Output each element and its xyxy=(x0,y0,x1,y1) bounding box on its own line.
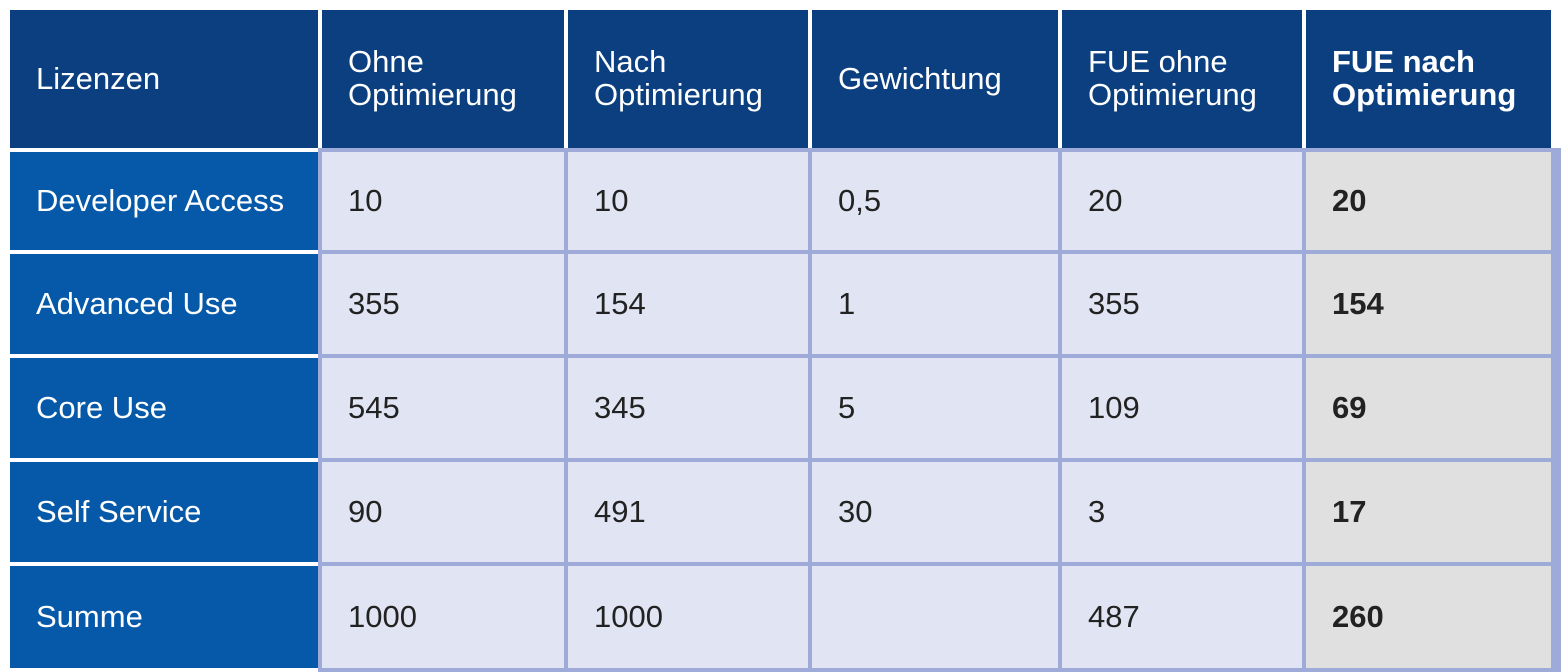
data-cell: 3 xyxy=(1062,462,1302,562)
cell-text: 154 xyxy=(594,285,646,321)
data-cell: 154 xyxy=(568,254,808,354)
cell-text: 345 xyxy=(594,389,646,425)
row-header-cell: Advanced Use xyxy=(10,254,318,354)
header-cell: Lizenzen xyxy=(10,10,318,148)
cell-text: 69 xyxy=(1332,389,1367,425)
cell-text: 260 xyxy=(1332,598,1384,634)
cell-text: Advanced Use xyxy=(36,285,238,321)
cell-text: Developer Access xyxy=(36,182,285,218)
data-cell: 69 xyxy=(1306,358,1551,458)
data-cell: 10 xyxy=(322,152,564,250)
data-cell: 355 xyxy=(1062,254,1302,354)
cell-text: 20 xyxy=(1088,182,1123,218)
header-cell: FUE nach Optimierung xyxy=(1306,10,1551,148)
row-header-cell: Self Service xyxy=(10,462,318,562)
data-cell: 260 xyxy=(1306,566,1551,668)
cell-text: 355 xyxy=(1088,285,1140,321)
cell-text: Nach Optimierung xyxy=(594,44,763,112)
data-cell: 154 xyxy=(1306,254,1551,354)
cell-text: 10 xyxy=(594,182,629,218)
cell-text: 10 xyxy=(348,182,383,218)
cell-text: 0,5 xyxy=(838,182,882,218)
cell-text: 487 xyxy=(1088,598,1140,634)
cell-text: 30 xyxy=(838,493,873,529)
cell-text: 20 xyxy=(1332,182,1367,218)
data-cell: 1000 xyxy=(568,566,808,668)
data-cell: 1 xyxy=(812,254,1058,354)
data-cell: 5 xyxy=(812,358,1058,458)
header-cell: FUE ohne Optimierung xyxy=(1062,10,1302,148)
row-header-cell: Summe xyxy=(10,566,318,668)
data-cell: 545 xyxy=(322,358,564,458)
header-cell: Gewichtung xyxy=(812,10,1058,148)
data-cell: 20 xyxy=(1306,152,1551,250)
data-cell: 1000 xyxy=(322,566,564,668)
cell-text: 90 xyxy=(348,493,383,529)
cell-text: Core Use xyxy=(36,389,167,425)
data-cell: 30 xyxy=(812,462,1058,562)
row-header-cell: Developer Access xyxy=(10,152,318,250)
header-cell: Ohne Optimierung xyxy=(322,10,564,148)
data-cell: 345 xyxy=(568,358,808,458)
cell-text: Lizenzen xyxy=(36,60,161,96)
data-cell: 17 xyxy=(1306,462,1551,562)
cell-text: 1000 xyxy=(348,598,417,634)
cell-text: 17 xyxy=(1332,493,1367,529)
cell-text: 1000 xyxy=(594,598,663,634)
cell-text: Gewichtung xyxy=(838,60,1002,96)
cell-text: 5 xyxy=(838,389,856,425)
data-cell: 0,5 xyxy=(812,152,1058,250)
data-cell: 90 xyxy=(322,462,564,562)
row-header-cell: Core Use xyxy=(10,358,318,458)
data-cell: 20 xyxy=(1062,152,1302,250)
data-cell xyxy=(812,566,1058,668)
cell-text: 491 xyxy=(594,493,646,529)
data-cell: 10 xyxy=(568,152,808,250)
cell-text: 109 xyxy=(1088,389,1140,425)
data-cell: 355 xyxy=(322,254,564,354)
cell-text: 1 xyxy=(838,285,856,321)
data-cell: 491 xyxy=(568,462,808,562)
cell-text: 3 xyxy=(1088,493,1106,529)
cell-text: Self Service xyxy=(36,493,202,529)
cell-text: FUE nach Optimierung xyxy=(1332,44,1517,112)
cell-text: 545 xyxy=(348,389,400,425)
cell-text: 355 xyxy=(348,285,400,321)
data-cell: 109 xyxy=(1062,358,1302,458)
cell-text: Ohne Optimierung xyxy=(348,44,517,112)
cell-text: FUE ohne Optimierung xyxy=(1088,44,1257,112)
cell-text: 154 xyxy=(1332,285,1384,321)
header-cell: Nach Optimierung xyxy=(568,10,808,148)
cell-text: Summe xyxy=(36,598,143,634)
data-cell: 487 xyxy=(1062,566,1302,668)
